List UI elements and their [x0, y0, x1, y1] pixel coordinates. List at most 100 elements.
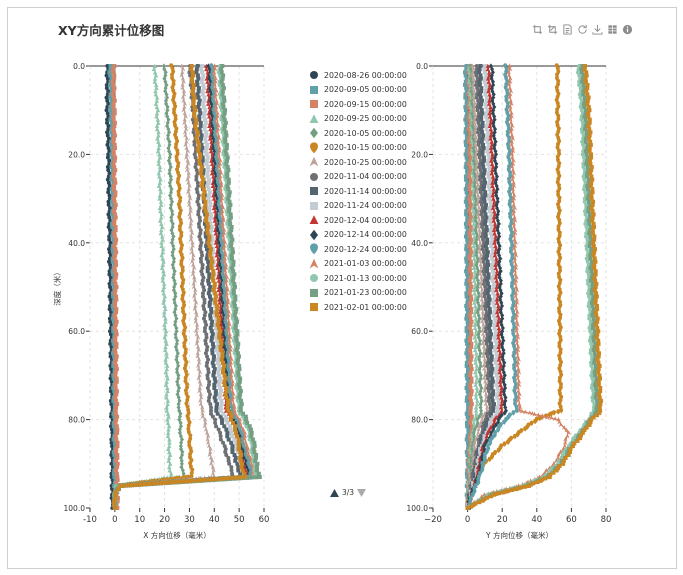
- data-point: [257, 475, 262, 480]
- data-point: [469, 379, 474, 384]
- data-point: [160, 237, 165, 242]
- data-point: [205, 376, 210, 381]
- data-point: [185, 177, 190, 182]
- data-point: [464, 212, 469, 217]
- data-point: [163, 69, 168, 75]
- data-point: [471, 420, 476, 425]
- data-point: [109, 86, 114, 91]
- data-point: [113, 335, 118, 340]
- data-point: [112, 218, 117, 223]
- data-point: [478, 388, 483, 394]
- data-point: [464, 373, 469, 378]
- data-point: [498, 350, 503, 356]
- data-point: [113, 373, 118, 378]
- data-point: [225, 430, 230, 435]
- x-tick-label: 60: [259, 515, 270, 525]
- data-point: [502, 372, 507, 378]
- data-point: [465, 146, 470, 151]
- data-point: [477, 82, 482, 87]
- data-point: [109, 440, 114, 445]
- data-point: [192, 274, 197, 280]
- data-point: [112, 130, 117, 135]
- data-point: [184, 154, 189, 160]
- data-point: [222, 243, 227, 249]
- data-point: [487, 310, 492, 315]
- data-point: [485, 278, 490, 283]
- data-point: [109, 379, 114, 384]
- data-point: [486, 183, 491, 188]
- data-point: [228, 360, 234, 365]
- data-view-icon[interactable]: [562, 24, 573, 35]
- data-point: [484, 95, 489, 100]
- data-point: [475, 199, 480, 204]
- data-point: [482, 334, 487, 340]
- data-point: [216, 151, 221, 157]
- data-point: [536, 412, 541, 418]
- data-point: [220, 354, 225, 359]
- data-point: [114, 405, 119, 410]
- data-point: [506, 72, 512, 78]
- data-point: [225, 372, 230, 378]
- data-point: [201, 303, 206, 308]
- data-point: [159, 253, 164, 258]
- data-point: [112, 234, 117, 239]
- data-point: [176, 372, 181, 378]
- data-point: [224, 190, 229, 195]
- series-group: [462, 63, 604, 511]
- data-point: [215, 142, 221, 148]
- data-point: [108, 262, 113, 267]
- restore-icon[interactable]: [577, 24, 588, 35]
- download-icon[interactable]: [592, 24, 603, 35]
- data-point: [240, 461, 245, 466]
- data-point: [213, 392, 218, 397]
- x-tick-label: 20: [159, 515, 170, 525]
- data-point: [238, 423, 243, 429]
- data-point: [235, 360, 240, 365]
- data-point: [231, 329, 236, 334]
- data-point: [478, 146, 483, 151]
- data-point: [185, 158, 190, 163]
- data-point: [156, 145, 161, 151]
- table-icon[interactable]: [607, 24, 618, 35]
- data-point: [465, 297, 470, 302]
- data-point: [156, 161, 161, 166]
- data-point: [469, 202, 474, 207]
- info-icon[interactable]: [622, 24, 633, 35]
- data-point: [478, 338, 483, 344]
- data-point: [157, 193, 163, 198]
- data-point: [464, 120, 469, 125]
- data-point: [107, 149, 112, 154]
- data-point: [493, 262, 498, 267]
- data-point: [197, 206, 202, 211]
- data-point: [114, 357, 119, 362]
- data-point: [490, 278, 495, 283]
- data-point: [517, 401, 522, 407]
- data-point: [549, 415, 554, 421]
- data-point: [473, 214, 478, 221]
- data-point: [513, 240, 518, 245]
- data-point: [112, 326, 117, 331]
- data-point: [206, 367, 211, 372]
- data-point: [220, 205, 226, 211]
- data-point: [183, 123, 189, 129]
- data-point: [227, 247, 232, 252]
- data-point: [245, 449, 250, 455]
- data-point: [105, 76, 110, 81]
- data-point: [496, 331, 501, 337]
- zoom-icon[interactable]: [532, 24, 543, 35]
- data-point: [217, 367, 222, 372]
- y-tick-label: 20.0: [68, 150, 85, 159]
- data-point: [229, 253, 234, 258]
- data-point: [485, 408, 490, 413]
- data-point: [222, 424, 227, 429]
- data-point: [230, 266, 235, 271]
- data-point: [476, 331, 481, 337]
- data-point: [494, 259, 499, 264]
- data-point: [175, 350, 180, 356]
- data-point: [211, 278, 216, 283]
- data-point: [473, 357, 478, 362]
- data-point: [491, 164, 496, 170]
- zoom-reset-icon[interactable]: [547, 24, 558, 35]
- data-point: [470, 174, 476, 179]
- data-point: [469, 88, 474, 94]
